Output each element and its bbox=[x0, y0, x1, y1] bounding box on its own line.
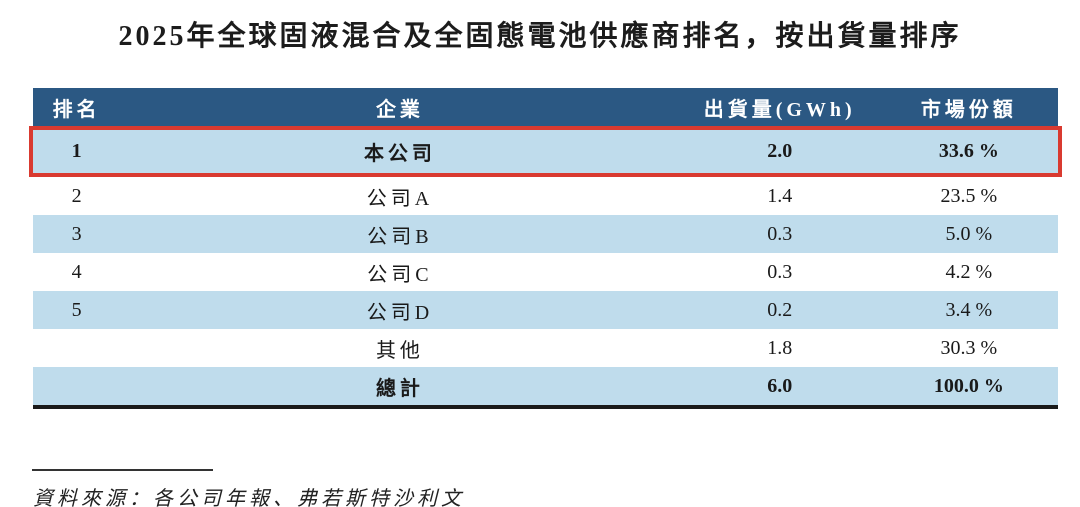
shipment-cell: 1.4 bbox=[767, 184, 793, 207]
column-header-rank: 排名 bbox=[52, 98, 101, 121]
table-row: 2 公司A 1.4 23.5 % bbox=[33, 177, 1058, 215]
share-cell: 30.3 % bbox=[940, 336, 998, 359]
table-row-total: 總計 6.0 100.0 % bbox=[33, 367, 1058, 405]
rank-cell: 5 bbox=[71, 298, 82, 321]
share-cell: 4.2 % bbox=[945, 260, 993, 283]
page-title: 2025年全球固液混合及全固態電池供應商排名，按出貨量排序 bbox=[118, 21, 962, 52]
table-row: 5 公司D 0.2 3.4 % bbox=[33, 291, 1058, 329]
company-cell: 其他 bbox=[375, 339, 424, 362]
share-cell: 5.0 % bbox=[945, 222, 993, 245]
column-header-shipment: 出貨量(GWh) bbox=[703, 98, 856, 121]
column-header-company: 企業 bbox=[375, 98, 424, 121]
share-cell: 23.5 % bbox=[940, 184, 998, 207]
column-header-share: 市場份額 bbox=[920, 98, 1017, 121]
shipment-cell: 2.0 bbox=[767, 140, 793, 162]
supplier-ranking-table: 排名 企業 出貨量(GWh) 市場份額 1 本公司 2.0 33.6 % 2 公… bbox=[29, 88, 1062, 409]
rank-cell: 2 bbox=[71, 184, 82, 207]
company-cell: 公司D bbox=[366, 301, 434, 324]
table-row: 3 公司B 0.3 5.0 % bbox=[33, 215, 1058, 253]
rank-cell: 1 bbox=[71, 140, 82, 162]
shipment-cell: 0.3 bbox=[767, 222, 793, 245]
shipment-cell: 0.2 bbox=[767, 298, 793, 321]
footnote-divider bbox=[32, 469, 213, 471]
rank-cell: 3 bbox=[71, 222, 82, 245]
source-note: 資料來源：各公司年報、弗若斯特沙利文 bbox=[33, 488, 465, 507]
table-row-highlighted: 1 本公司 2.0 33.6 % bbox=[29, 126, 1062, 177]
company-cell: 公司B bbox=[367, 225, 433, 248]
table-row-others: 其他 1.8 30.3 % bbox=[33, 329, 1058, 367]
company-cell: 總計 bbox=[375, 377, 424, 400]
rank-cell: 4 bbox=[71, 260, 82, 283]
company-cell: 公司C bbox=[367, 263, 433, 286]
shipment-cell: 6.0 bbox=[767, 374, 793, 397]
company-cell: 公司A bbox=[366, 187, 434, 210]
shipment-cell: 1.8 bbox=[767, 336, 793, 359]
share-cell: 100.0 % bbox=[933, 374, 1004, 397]
company-cell: 本公司 bbox=[363, 143, 436, 165]
table-header-row: 排名 企業 出貨量(GWh) 市場份額 bbox=[33, 88, 1058, 126]
table-row: 4 公司C 0.3 4.2 % bbox=[33, 253, 1058, 291]
share-cell: 3.4 % bbox=[945, 298, 993, 321]
shipment-cell: 0.3 bbox=[767, 260, 793, 283]
share-cell: 33.6 % bbox=[938, 140, 999, 162]
